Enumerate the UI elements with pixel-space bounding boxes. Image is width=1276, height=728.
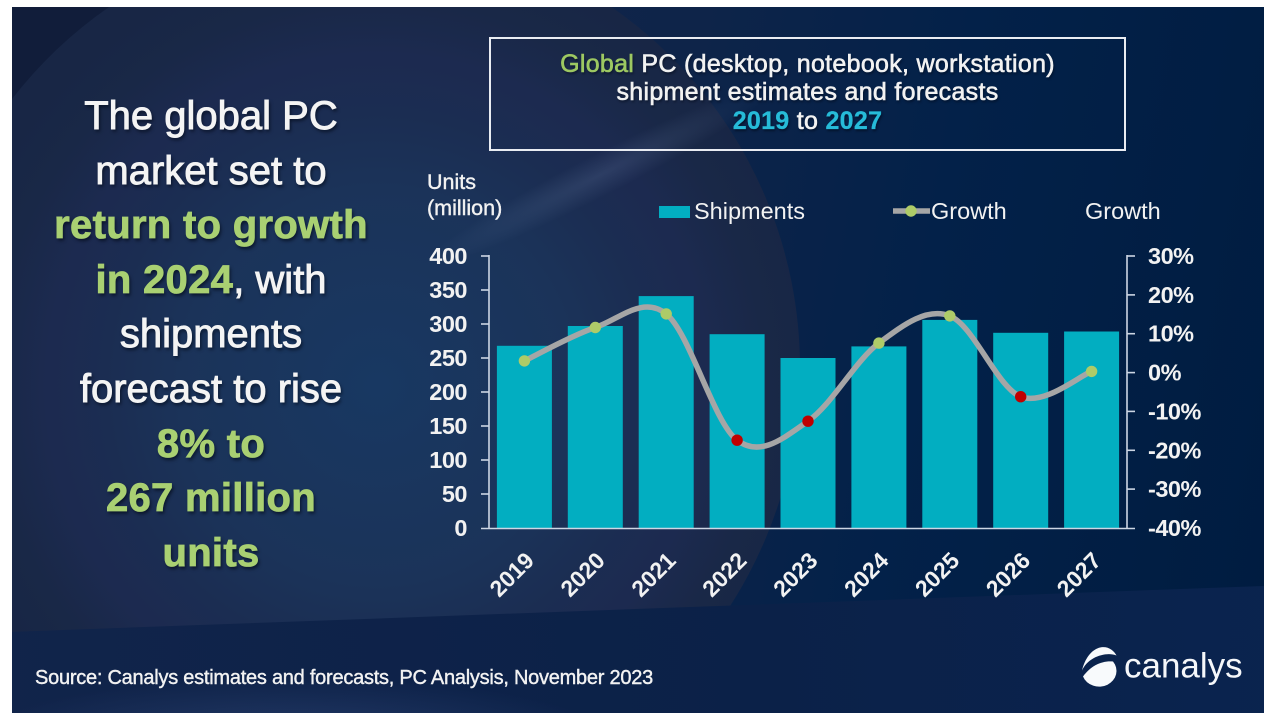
svg-text:2021: 2021: [626, 547, 681, 602]
svg-text:Growth: Growth: [931, 198, 1007, 224]
svg-text:Shipments: Shipments: [694, 198, 805, 224]
svg-text:0: 0: [454, 515, 467, 541]
svg-text:100: 100: [429, 447, 467, 473]
svg-text:2022: 2022: [697, 547, 752, 602]
svg-text:400: 400: [429, 243, 467, 269]
svg-text:2019: 2019: [484, 547, 539, 602]
svg-text:Growth: Growth: [1085, 198, 1161, 224]
svg-text:2023: 2023: [768, 547, 823, 602]
svg-text:250: 250: [429, 345, 467, 371]
svg-text:350: 350: [429, 277, 467, 303]
svg-text:2026: 2026: [981, 547, 1036, 602]
svg-text:0%: 0%: [1148, 360, 1182, 386]
svg-text:-30%: -30%: [1148, 476, 1201, 502]
svg-text:300: 300: [429, 311, 467, 337]
svg-text:30%: 30%: [1148, 243, 1194, 269]
svg-text:-40%: -40%: [1148, 515, 1201, 541]
svg-text:2025: 2025: [910, 547, 965, 602]
svg-text:2024: 2024: [839, 547, 894, 602]
svg-text:50: 50: [442, 481, 468, 507]
svg-text:2027: 2027: [1052, 547, 1107, 602]
svg-text:-10%: -10%: [1148, 398, 1201, 424]
svg-text:200: 200: [429, 379, 467, 405]
svg-text:150: 150: [429, 413, 467, 439]
svg-text:-20%: -20%: [1148, 437, 1201, 463]
svg-text:20%: 20%: [1148, 282, 1194, 308]
svg-text:2020: 2020: [555, 547, 610, 602]
svg-text:canalys: canalys: [1124, 647, 1243, 686]
svg-text:10%: 10%: [1148, 321, 1194, 347]
